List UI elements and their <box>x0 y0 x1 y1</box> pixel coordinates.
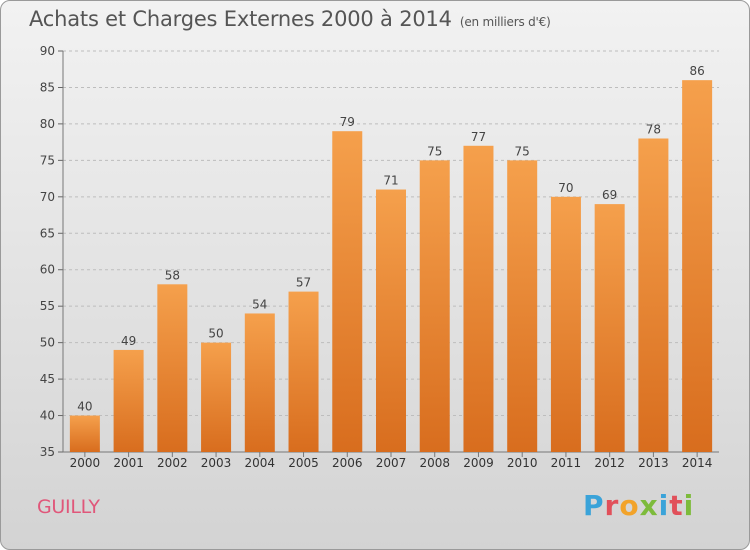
bar <box>594 204 625 452</box>
x-tick-label: 2008 <box>419 456 450 470</box>
logo-letter: i <box>658 489 670 522</box>
bar <box>113 349 144 452</box>
bar <box>244 313 275 452</box>
x-tick-label: 2007 <box>376 456 407 470</box>
bar-value-label: 71 <box>383 174 398 188</box>
y-tick-label: 55 <box>40 299 55 313</box>
bar-value-label: 54 <box>252 297 267 311</box>
bar-value-label: 75 <box>515 144 530 158</box>
bar <box>419 160 450 452</box>
bar-value-label: 79 <box>340 115 355 129</box>
y-tick-label: 85 <box>40 80 55 94</box>
x-tick-label: 2001 <box>113 456 144 470</box>
bar-value-label: 86 <box>689 64 704 78</box>
chart-title: Achats et Charges Externes 2000 à 2014 (e… <box>29 7 551 31</box>
chart-unit: (en milliers d'€) <box>459 15 551 29</box>
proxiti-logo[interactable]: Proxiti <box>583 489 694 522</box>
bar-value-label: 69 <box>602 188 617 202</box>
bar-value-label: 75 <box>427 144 442 158</box>
bar-value-label: 49 <box>121 334 136 348</box>
bar-value-label: 40 <box>77 400 92 414</box>
y-tick-label: 65 <box>40 226 55 240</box>
x-tick-label: 2012 <box>594 456 625 470</box>
bar <box>682 80 713 452</box>
logo-letter: o <box>619 489 640 522</box>
bar-value-label: 57 <box>296 276 311 290</box>
bar <box>638 138 669 452</box>
bar <box>376 189 406 452</box>
bar <box>507 160 538 452</box>
x-tick-label: 2006 <box>332 456 363 470</box>
y-tick-label: 45 <box>40 372 55 386</box>
bar-value-label: 78 <box>646 122 661 136</box>
bar-value-label: 70 <box>558 181 573 195</box>
logo-letter: P <box>583 489 605 522</box>
x-tick-label: 2000 <box>70 456 101 470</box>
chart-title-text: Achats et Charges Externes 2000 à 2014 <box>29 7 452 31</box>
x-tick-label: 2010 <box>507 456 538 470</box>
bar-value-label: 58 <box>165 268 180 282</box>
y-tick-label: 70 <box>40 190 55 204</box>
bar <box>550 196 581 452</box>
bar-value-label: 50 <box>208 327 223 341</box>
x-tick-label: 2009 <box>463 456 494 470</box>
y-tick-label: 60 <box>40 263 55 277</box>
x-tick-label: 2005 <box>288 456 319 470</box>
y-tick-label: 35 <box>40 445 55 459</box>
logo-letter: i <box>683 489 695 522</box>
bar-value-label: 77 <box>471 130 486 144</box>
bar <box>332 131 363 452</box>
y-tick-label: 90 <box>40 44 55 58</box>
bar <box>157 284 188 452</box>
y-tick-label: 75 <box>40 153 55 167</box>
bar <box>69 415 100 452</box>
town-name: GUILLY <box>37 496 100 518</box>
bar <box>463 145 494 453</box>
x-tick-label: 2002 <box>157 456 188 470</box>
x-tick-label: 2004 <box>245 456 276 470</box>
x-tick-label: 2013 <box>638 456 669 470</box>
logo-letter: r <box>604 489 620 522</box>
y-tick-label: 40 <box>40 409 55 423</box>
x-tick-label: 2003 <box>201 456 232 470</box>
bar <box>288 291 319 452</box>
y-tick-label: 50 <box>40 336 55 350</box>
bar <box>201 342 232 452</box>
logo-letter: t <box>669 489 684 522</box>
x-tick-label: 2011 <box>551 456 582 470</box>
x-tick-label: 2014 <box>682 456 713 470</box>
logo-letter: x <box>639 489 659 522</box>
y-tick-label: 80 <box>40 117 55 131</box>
